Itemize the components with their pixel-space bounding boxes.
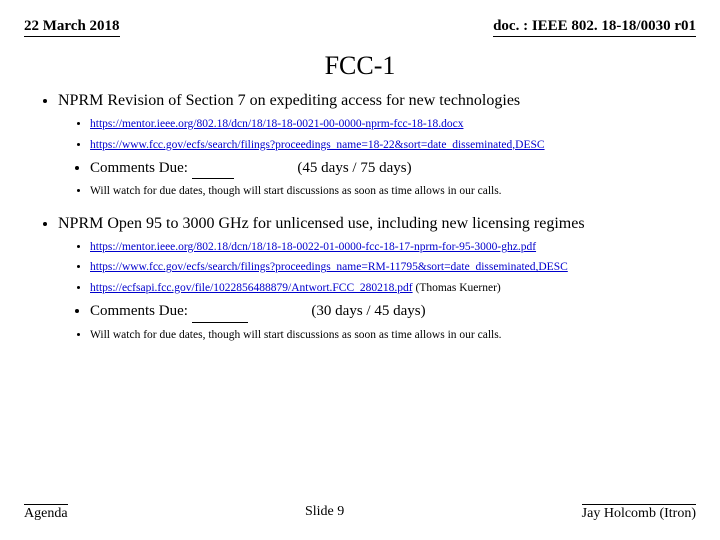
content: NPRM Revision of Section 7 on expediting… [24,91,696,343]
section-2-heading: NPRM Open 95 to 3000 GHz for unlicensed … [58,215,585,232]
link-suffix: (Thomas Kuerner) [413,282,501,294]
comments-label: Comments Due: [90,160,188,176]
header: 22 March 2018 doc. : IEEE 802. 18-18/003… [24,18,696,37]
header-date: 22 March 2018 [24,18,120,37]
blank-line [192,158,234,179]
days-text: (30 days / 45 days) [311,303,425,319]
section-1-note: Will watch for due dates, though will st… [90,184,688,200]
section-1-link-2: https://www.fcc.gov/ecfs/search/filings?… [90,138,688,154]
footer-right: Jay Holcomb (Itron) [582,504,696,522]
section-2-link-2: https://www.fcc.gov/ecfs/search/filings?… [90,260,688,276]
section-1-comments-due: Comments Due: (45 days / 75 days) [90,158,688,179]
link[interactable]: https://mentor.ieee.org/802.18/dcn/18/18… [90,118,463,130]
footer-center: Slide 9 [305,504,344,522]
blank-line [192,301,248,322]
days-text: (45 days / 75 days) [297,160,411,176]
section-2-comments-due: Comments Due: (30 days / 45 days) [90,301,688,322]
link[interactable]: https://www.fcc.gov/ecfs/search/filings?… [90,261,568,273]
page-title: FCC-1 [24,51,696,81]
section-1-link-1: https://mentor.ieee.org/802.18/dcn/18/18… [90,117,688,133]
section-2-note: Will watch for due dates, though will st… [90,328,688,344]
link[interactable]: https://ecfsapi.fcc.gov/file/10228564888… [90,282,413,294]
section-2-link-3: https://ecfsapi.fcc.gov/file/10228564888… [90,281,688,297]
comments-label: Comments Due: [90,303,188,319]
header-docid: doc. : IEEE 802. 18-18/0030 r01 [493,18,696,37]
section-1: NPRM Revision of Section 7 on expediting… [58,91,688,200]
footer-left: Agenda [24,504,68,522]
link[interactable]: https://mentor.ieee.org/802.18/dcn/18/18… [90,241,536,253]
section-1-heading: NPRM Revision of Section 7 on expediting… [58,92,520,109]
section-2: NPRM Open 95 to 3000 GHz for unlicensed … [58,214,688,343]
section-2-link-1: https://mentor.ieee.org/802.18/dcn/18/18… [90,240,688,256]
link[interactable]: https://www.fcc.gov/ecfs/search/filings?… [90,139,545,151]
footer: Agenda Slide 9 Jay Holcomb (Itron) [24,504,696,522]
